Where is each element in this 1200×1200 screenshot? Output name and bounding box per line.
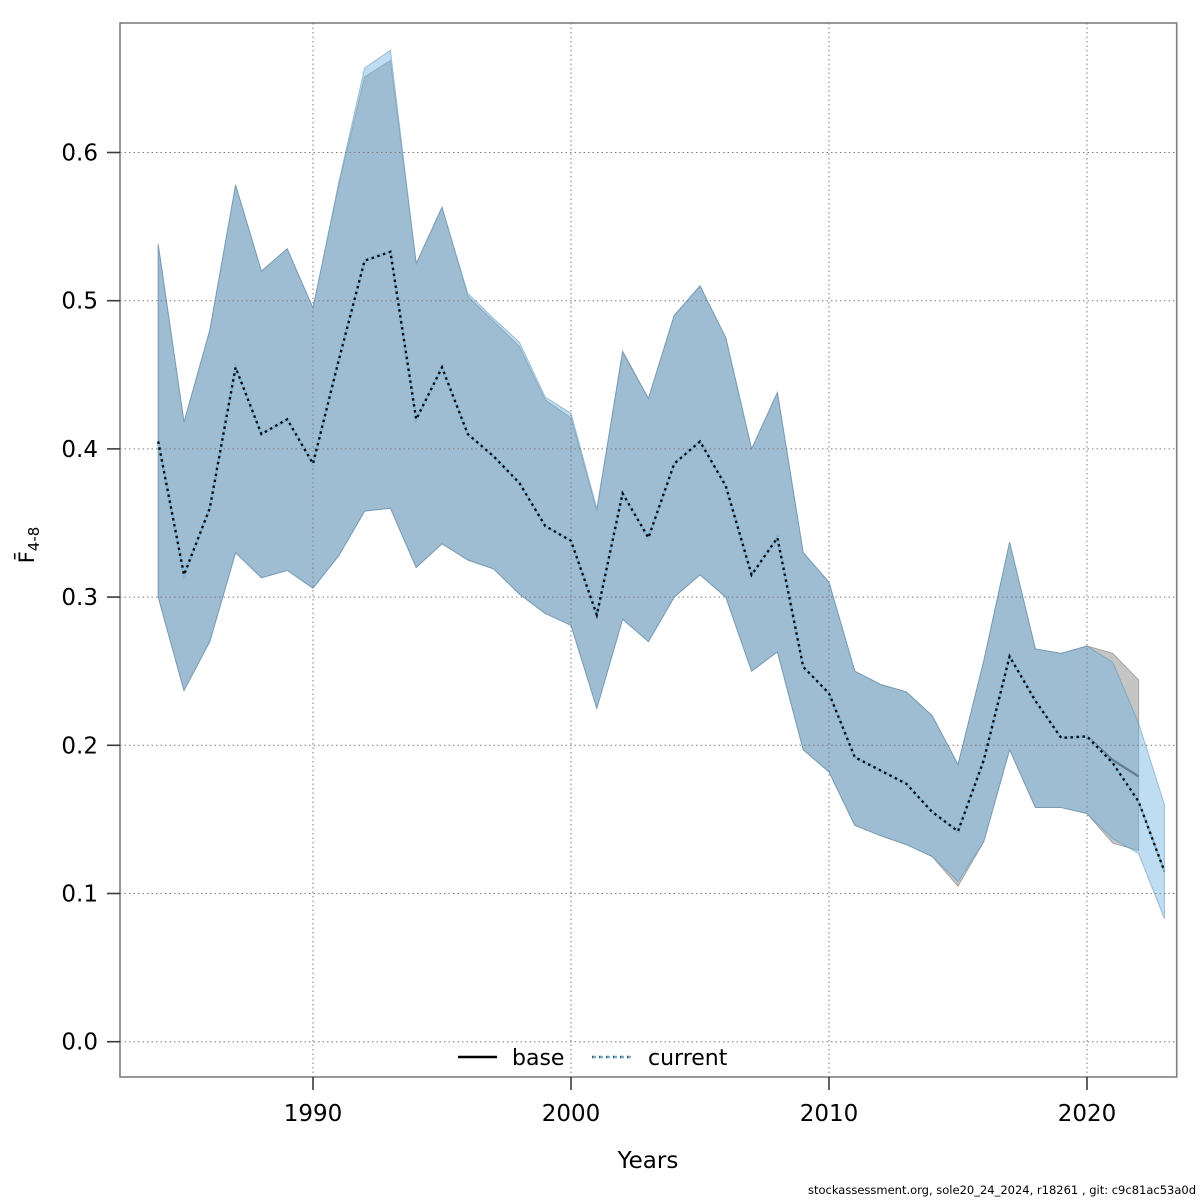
y-tick-label: 0.6 bbox=[61, 141, 98, 167]
current-confidence-band bbox=[157, 49, 1165, 919]
footer-caption: stockassessment.org, sole20_24_2024, r18… bbox=[808, 1183, 1196, 1197]
x-axis-label: Years bbox=[617, 1148, 679, 1174]
y-tick-label: 0.0 bbox=[61, 1030, 98, 1056]
plot-border bbox=[119, 22, 1178, 1078]
y-tick-label: 0.2 bbox=[61, 733, 98, 759]
legend: base current bbox=[458, 1046, 728, 1071]
y-tick-label: 0.3 bbox=[61, 585, 98, 611]
x-tick-label: 2000 bbox=[542, 1101, 601, 1127]
gridlines bbox=[120, 23, 1177, 1077]
x-tick-label: 1990 bbox=[284, 1101, 343, 1127]
x-tick-label: 2020 bbox=[1058, 1101, 1117, 1127]
series-lines bbox=[157, 250, 1166, 872]
legend-base-label: base bbox=[512, 1046, 564, 1071]
current-line-dashed bbox=[157, 250, 1166, 872]
axis-ticks bbox=[107, 151, 1088, 1090]
confidence-bands bbox=[157, 49, 1165, 919]
legend-current-label: current bbox=[648, 1046, 728, 1071]
y-tick-label: 0.5 bbox=[61, 289, 98, 315]
x-tick-label: 2010 bbox=[800, 1101, 859, 1127]
y-axis-label: F̄4-8 bbox=[14, 527, 43, 564]
axis-tick-labels: 0.0 0.1 0.2 0.3 0.4 0.5 0.6 1990 2000 2010 2020 bbox=[61, 141, 1116, 1128]
y-tick-label: 0.4 bbox=[61, 437, 98, 463]
y-tick-label: 0.1 bbox=[61, 882, 98, 908]
